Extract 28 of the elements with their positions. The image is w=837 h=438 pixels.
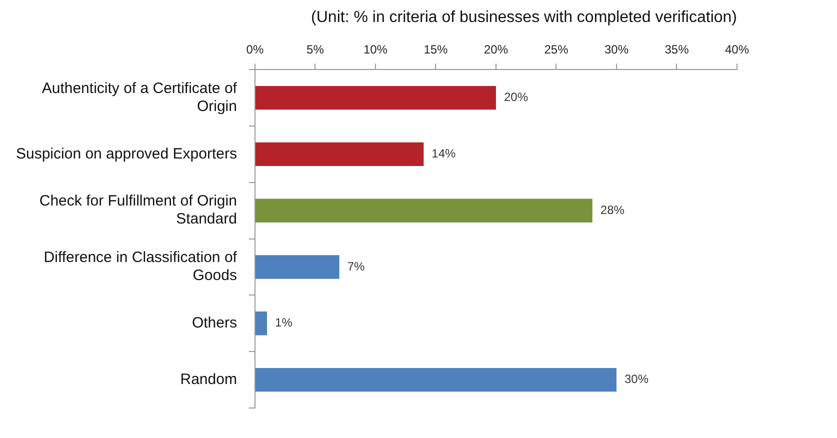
y-tick-label: Random (180, 370, 237, 388)
x-tick-label: 0% (246, 42, 264, 57)
x-tick-label: 10% (363, 42, 388, 57)
bar (255, 368, 616, 392)
y-tick-label: Difference in Classification of Goods (44, 249, 238, 284)
data-label: 30% (624, 372, 649, 386)
x-tick-label: 40% (724, 42, 750, 57)
data-label: 14% (432, 146, 456, 161)
data-label: 20% (504, 90, 528, 104)
bar (255, 255, 340, 279)
x-tick-label: 15% (424, 42, 448, 57)
x-tick-label: 30% (604, 42, 629, 57)
x-tick-label: 20% (484, 42, 508, 57)
bar (255, 312, 268, 336)
x-tick-label: 25% (544, 42, 569, 57)
x-tick-label: 35% (664, 42, 690, 57)
data-label: 1% (275, 316, 293, 330)
y-tick-label: Suspicion on approved Exporters (16, 145, 237, 162)
chart-title: (Unit: % in criteria of businesses with completed verification) (311, 9, 737, 26)
x-tick-label: 5% (306, 42, 324, 57)
y-tick-label: Authenticity of a Certificate of Origin (42, 80, 238, 115)
bar (255, 198, 592, 222)
bar (255, 86, 496, 110)
y-tick-label: Others (192, 314, 237, 332)
data-label: 7% (347, 259, 365, 274)
data-label: 28% (600, 202, 625, 217)
y-tick-label: Check for Fulfillment of Origin Standard (39, 192, 237, 228)
bar (255, 142, 424, 166)
